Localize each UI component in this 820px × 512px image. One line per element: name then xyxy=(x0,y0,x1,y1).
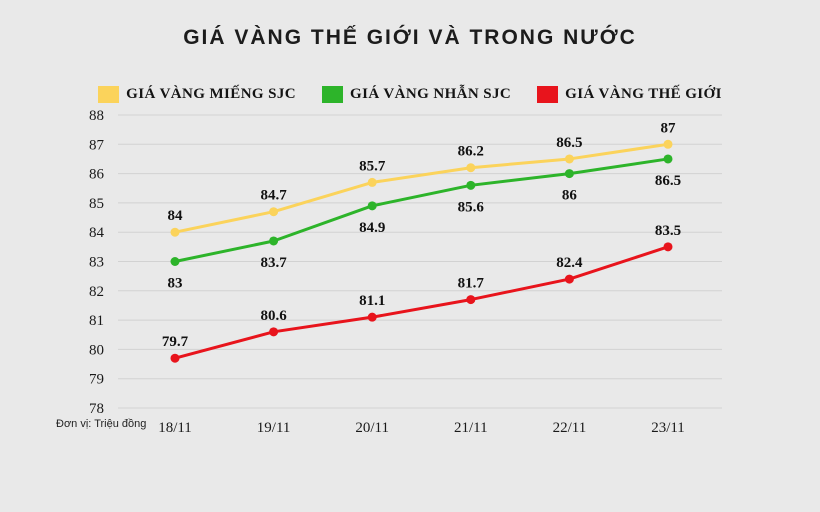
data-label: 83 xyxy=(168,276,183,292)
data-point xyxy=(170,257,180,266)
x-tick-label: 22/11 xyxy=(553,420,587,436)
y-tick-label: 80 xyxy=(89,342,104,358)
data-label: 82.4 xyxy=(556,255,583,271)
unit-note: Đơn vị: Triệu đồng xyxy=(56,418,147,430)
data-label: 86 xyxy=(562,188,578,204)
data-point xyxy=(663,242,673,252)
data-label: 81.1 xyxy=(359,293,385,309)
data-point xyxy=(663,154,673,164)
legend-swatch xyxy=(98,86,120,103)
data-point xyxy=(663,139,673,149)
data-label: 84 xyxy=(168,208,184,224)
y-tick-label: 79 xyxy=(89,372,104,388)
y-tick-label: 81 xyxy=(89,313,104,329)
data-point xyxy=(170,353,180,363)
data-label: 86.2 xyxy=(458,144,484,160)
y-tick-label: 86 xyxy=(89,167,105,183)
data-point xyxy=(564,154,574,164)
data-label: 83.5 xyxy=(655,223,681,239)
data-label: 81.7 xyxy=(458,276,485,292)
chart-title: GIÁ VÀNG THẾ GIỚI VÀ TRONG NƯỚC xyxy=(183,26,637,49)
data-label: 85.7 xyxy=(359,158,386,174)
x-tick-label: 19/11 xyxy=(257,420,291,436)
data-label: 83.7 xyxy=(260,255,287,271)
y-tick-label: 84 xyxy=(89,225,105,241)
y-tick-label: 83 xyxy=(89,255,104,271)
data-point xyxy=(466,163,476,173)
data-point xyxy=(367,201,377,211)
series-line xyxy=(173,157,670,263)
data-point xyxy=(564,274,574,284)
data-label: 84.7 xyxy=(260,188,287,204)
data-point xyxy=(269,207,279,217)
data-label: 79.7 xyxy=(162,334,189,350)
series-line xyxy=(173,245,670,360)
data-point xyxy=(367,177,377,187)
x-tick-label: 18/11 xyxy=(158,420,192,436)
data-point xyxy=(466,295,476,305)
y-tick-label: 87 xyxy=(89,137,105,153)
data-label: 85.6 xyxy=(458,199,485,215)
data-label: 86.5 xyxy=(556,135,582,151)
x-tick-label: 20/11 xyxy=(355,420,389,436)
data-label: 86.5 xyxy=(655,173,681,189)
legend-item: GIÁ VÀNG MIẾNG SJC xyxy=(98,86,296,103)
legend-label: GIÁ VÀNG MIẾNG SJC xyxy=(126,86,297,102)
legend-item: GIÁ VÀNG THẾ GIỚI xyxy=(537,86,722,103)
data-point xyxy=(170,227,180,237)
y-tick-label: 82 xyxy=(89,284,104,300)
legend-item: GIÁ VÀNG NHẪN SJC xyxy=(322,86,511,103)
data-label: 84.9 xyxy=(359,220,385,236)
legend-swatch xyxy=(322,86,344,103)
data-point xyxy=(269,236,279,246)
legend-label: GIÁ VÀNG NHẪN SJC xyxy=(350,86,512,102)
y-tick-label: 85 xyxy=(89,196,104,212)
data-point xyxy=(269,327,279,337)
data-label: 80.6 xyxy=(260,308,287,324)
data-point xyxy=(367,312,377,322)
series-line xyxy=(173,142,670,234)
legend: GIÁ VÀNG MIẾNG SJC GIÁ VÀNG NHẪN SJC GIÁ V… xyxy=(0,86,820,103)
x-tick-label: 23/11 xyxy=(651,420,685,436)
y-tick-label: 78 xyxy=(89,401,104,417)
x-tick-label: 21/11 xyxy=(454,420,488,436)
data-label: 87 xyxy=(661,120,677,136)
legend-label: GIÁ VÀNG THẾ GIỚI xyxy=(565,86,722,102)
data-point xyxy=(564,169,574,179)
data-point xyxy=(466,180,476,190)
y-tick-label: 88 xyxy=(89,108,104,124)
legend-swatch xyxy=(537,86,559,103)
